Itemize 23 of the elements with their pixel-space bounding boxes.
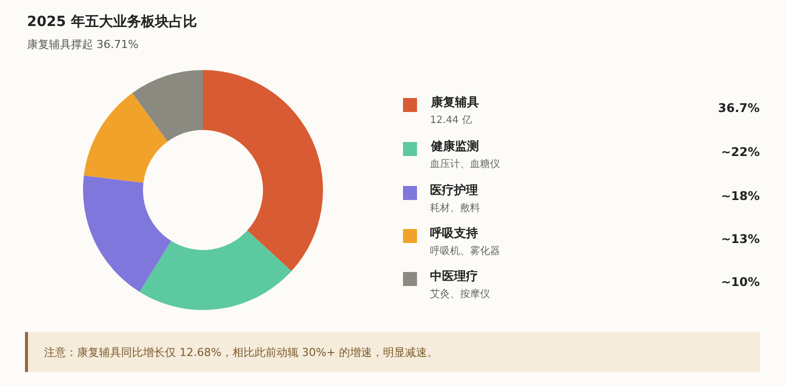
text: 注意：康复辅具同比增长仅 12.68%，相比此前动辄 30%+ 的增速，明显减速。 [44,346,438,359]
donut-slice [84,93,168,183]
donut-slice [203,70,323,272]
donut-slice [83,175,172,292]
donut-slice [139,230,292,310]
donut-slice [132,70,203,142]
text: 血压计、血糖仪 [430,158,500,170]
legend-label: 呼吸支持 [430,226,478,240]
text: 呼吸机、雾化器 [430,245,500,257]
legend-label: 中医理疗 [430,269,478,283]
data-label: ~10% [721,275,760,289]
legend-label: 健康监测 [430,139,479,153]
chart-title: 2025 年五大业务板块占比 [27,14,197,30]
data-label: ~13% [721,232,760,246]
text: 艾灸、按摩仪 [430,288,490,300]
data-label: 36.7% [718,101,760,115]
chart-subtitle: 康复辅具撑起 36.71% [27,38,138,51]
data-label: ~18% [721,189,760,203]
legend-label: 康复辅具 [430,95,479,109]
text: 12.44 亿 [430,115,472,126]
text: 耗材、敷料 [430,202,480,214]
data-label: ~22% [721,145,760,159]
legend-label: 医疗护理 [430,183,478,197]
